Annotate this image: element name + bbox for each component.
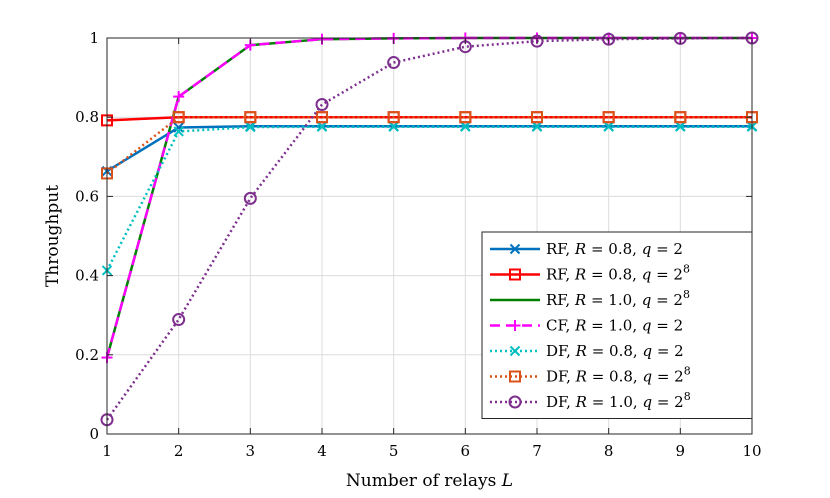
axes: 1 2 3 4 5 6 7 8 9 10 0 0.2 0.4 0.6 0.8 1 Number of relay…: [43, 29, 762, 491]
x-tick-label: 9: [676, 442, 686, 460]
data-point: [674, 111, 687, 124]
data-point: [172, 313, 186, 327]
x-tick-label: 7: [532, 442, 542, 460]
y-tick-label: 0.6: [75, 187, 99, 205]
x-tick-label: 1: [102, 442, 112, 460]
data-point: [531, 121, 543, 132]
y-tick-label: 0.4: [75, 267, 99, 285]
legend-marker: [509, 345, 521, 357]
data-point: [316, 121, 328, 132]
legend-marker: [508, 395, 522, 409]
data-point: [602, 32, 616, 46]
y-tick-label: 0.2: [75, 346, 99, 364]
y-axis-label: Throughput: [43, 185, 63, 287]
x-tick-label: 8: [604, 442, 614, 460]
data-point: [316, 111, 328, 124]
data-point: [460, 121, 471, 132]
series-line: [106, 115, 752, 175]
legend-entry: RF, R = 0.8, q = 28: [490, 263, 690, 284]
legend-entry: DF, R = 0.8, q = 2: [490, 342, 684, 360]
data-point: [387, 56, 401, 70]
legend-label: CF, R = 1.0, q = 2: [546, 317, 683, 335]
legend-label: DF, R = 0.8, q = 2: [546, 342, 684, 360]
series-5: [101, 121, 758, 276]
legend-marker: [509, 268, 521, 281]
legend-entry: CF, R = 1.0, q = 2: [490, 317, 683, 335]
x-tick-label: 4: [317, 442, 327, 460]
data-point: [530, 34, 544, 48]
data-point: [388, 121, 399, 132]
legend-entry: DF, R = 1.0, q = 28: [490, 390, 691, 411]
data-point: [173, 91, 185, 103]
data-point: [173, 126, 184, 137]
legend-label: RF, R = 0.8, q = 2: [546, 240, 683, 258]
legend-marker: [509, 320, 521, 331]
data-point: [603, 121, 614, 132]
data-point: [315, 98, 329, 112]
data-point: [243, 191, 257, 205]
series-line: [105, 36, 753, 421]
x-tick-label: 2: [174, 442, 184, 460]
data-point: [173, 122, 184, 133]
data-point: [172, 111, 185, 124]
y-tick-label: 0: [89, 425, 99, 443]
x-tick-label: 10: [742, 442, 761, 460]
legend-label: RF, R = 0.8, q = 28: [546, 263, 690, 284]
data-point: [459, 111, 472, 124]
legend-marker: [509, 243, 521, 255]
legend-label: DF, R = 1.0, q = 28: [546, 390, 691, 411]
data-point: [602, 111, 615, 124]
legend-label: DF, R = 0.8, q = 28: [546, 365, 691, 386]
legend-entry: RF, R = 1.0, q = 28: [490, 288, 690, 309]
legend: RF, R = 0.8, q = 2 RF, R = 0.8, q = 28 RF,…: [481, 231, 753, 419]
data-point: [387, 111, 400, 124]
x-tick-label: 6: [461, 442, 471, 460]
legend-marker: [509, 370, 521, 383]
y-tick-label: 1: [89, 29, 99, 47]
series-line: [106, 125, 752, 173]
y-tick-label: 0.8: [75, 108, 99, 126]
x-axis-label: Number of relays L: [346, 471, 513, 491]
legend-label: RF, R = 1.0, q = 28: [546, 288, 690, 309]
x-tick-label: 3: [246, 442, 256, 460]
data-point: [245, 121, 256, 133]
data-point: [531, 111, 543, 124]
legend-entry: DF, R = 0.8, q = 28: [490, 365, 691, 386]
data-point: [675, 121, 686, 132]
data-point: [244, 111, 257, 124]
legend-entry: RF, R = 0.8, q = 2: [490, 240, 683, 258]
x-tick-label: 5: [389, 442, 399, 460]
